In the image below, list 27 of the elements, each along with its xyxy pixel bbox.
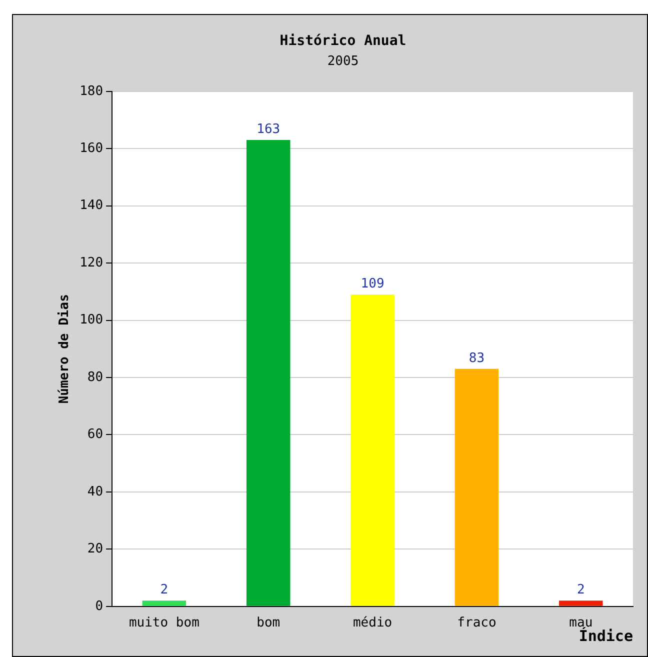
y-tick-label: 100 bbox=[80, 312, 104, 328]
y-tick-label: 0 bbox=[95, 598, 104, 614]
x-tick-label: bom bbox=[256, 616, 280, 631]
data-label: 83 bbox=[468, 350, 485, 366]
chart-title: Histórico Anual bbox=[280, 33, 406, 50]
bar bbox=[559, 600, 603, 606]
data-label: 2 bbox=[576, 582, 585, 598]
y-tick-label: 160 bbox=[80, 140, 104, 156]
data-label: 109 bbox=[360, 276, 384, 292]
y-tick-label: 140 bbox=[80, 198, 104, 214]
x-tick-label: fraco bbox=[457, 616, 496, 631]
y-axis-title: Número de Dias bbox=[57, 294, 72, 404]
data-label: 2 bbox=[160, 582, 168, 598]
y-tick-label: 120 bbox=[80, 255, 104, 270]
y-tick-label: 40 bbox=[87, 484, 104, 500]
bar bbox=[350, 294, 394, 606]
chart-subtitle: 2005 bbox=[327, 54, 359, 69]
x-tick-label: muito bom bbox=[128, 616, 200, 631]
y-tick-label: 180 bbox=[80, 84, 104, 99]
bar bbox=[454, 368, 499, 606]
bar bbox=[246, 140, 290, 606]
x-tick-label: médio bbox=[352, 616, 392, 631]
y-tick-label: 20 bbox=[87, 542, 104, 557]
bar bbox=[142, 600, 186, 606]
y-tick-label: 80 bbox=[87, 370, 104, 385]
y-tick-label: 60 bbox=[87, 427, 104, 442]
data-label: 163 bbox=[256, 122, 280, 137]
